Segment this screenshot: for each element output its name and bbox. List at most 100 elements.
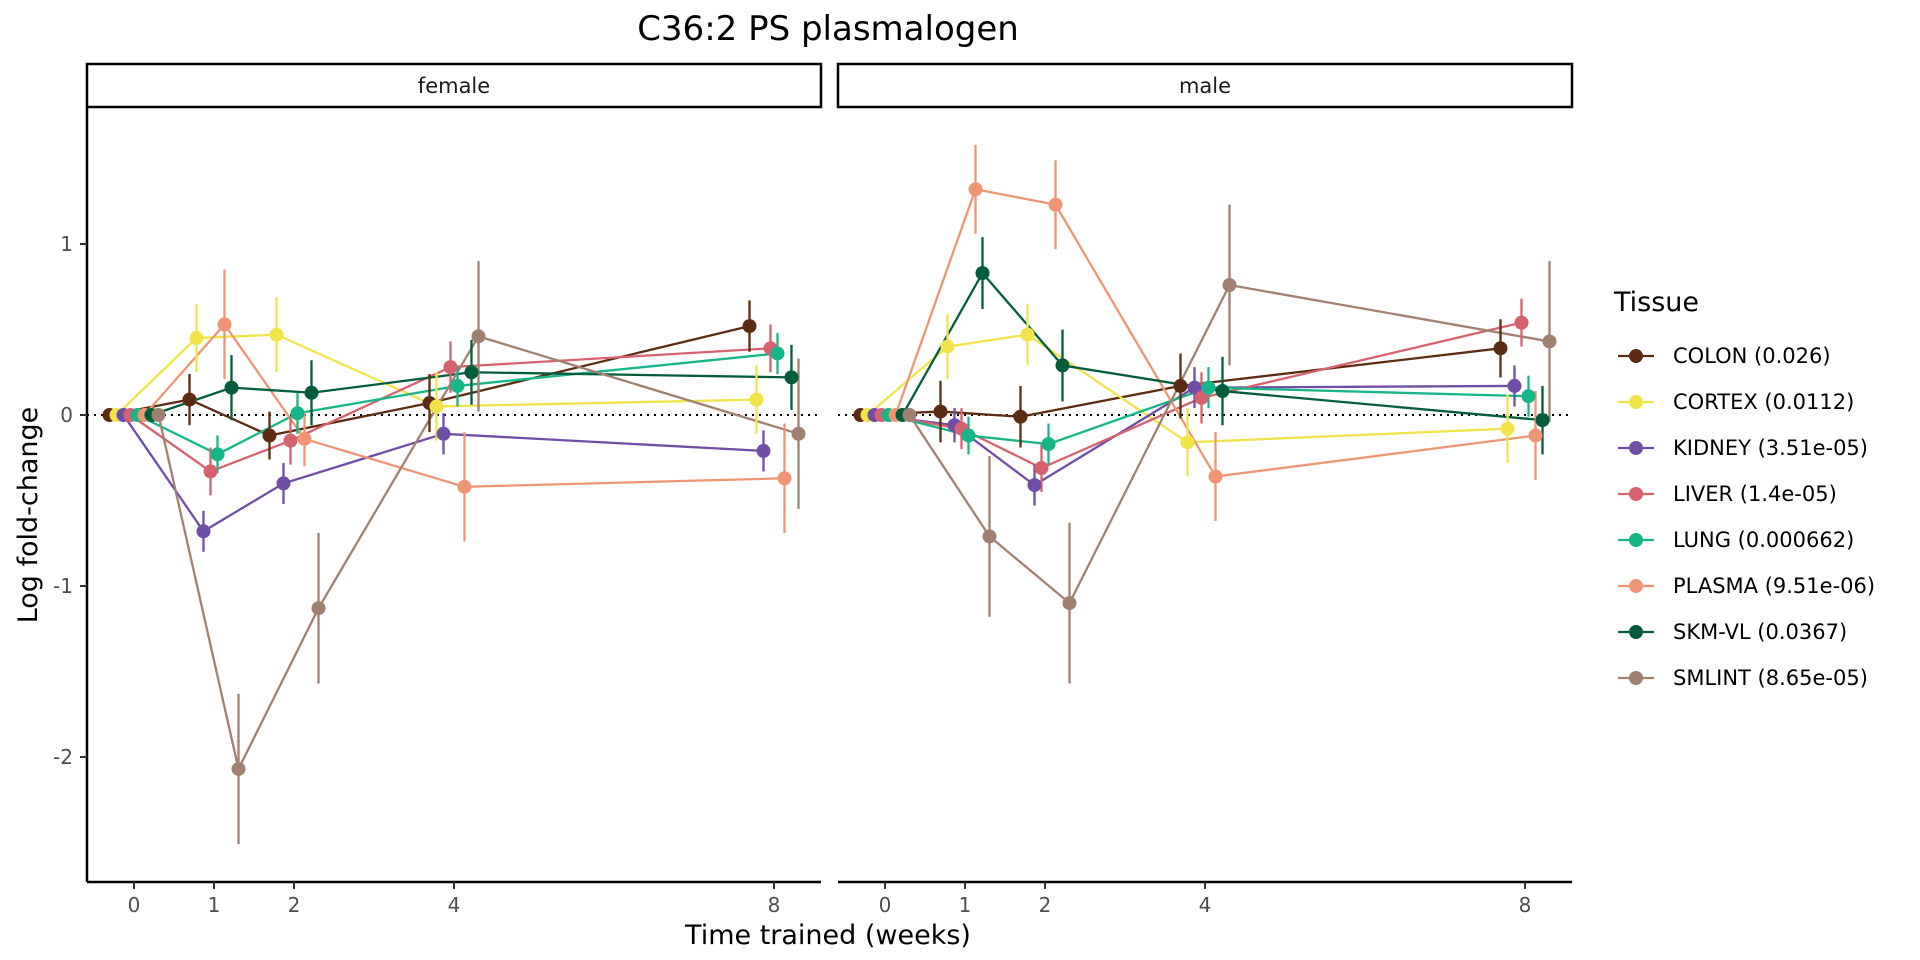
- data-point: [756, 443, 771, 458]
- x-tick-label: 8: [1519, 893, 1532, 917]
- data-point: [1500, 421, 1515, 436]
- legend-key-point: [1629, 441, 1643, 455]
- x-axis: 0 1 2 4 8 0 1 2 4 8: [87, 880, 1572, 917]
- legend: Tissue COLON (0.026) CORTEX (0.0112) KIDNE…: [1613, 287, 1875, 690]
- facet-male: male: [836, 62, 1574, 684]
- data-point: [1201, 380, 1216, 395]
- legend-key-point: [1629, 395, 1643, 409]
- data-point: [1208, 469, 1223, 484]
- legend-key-point: [1629, 487, 1643, 501]
- data-point: [1041, 437, 1056, 452]
- plot-panel-female: [87, 261, 821, 845]
- data-point: [1027, 478, 1042, 493]
- data-point: [1194, 390, 1209, 405]
- data-point: [1521, 389, 1536, 404]
- legend-item-label: COLON (0.026): [1673, 344, 1831, 368]
- data-point: [436, 426, 451, 441]
- data-point: [290, 406, 305, 421]
- strip-male: [836, 62, 1574, 109]
- data-point: [1187, 380, 1202, 395]
- chart-title: C36:2 PS plasmalogen: [637, 9, 1019, 49]
- y-tick-label: -1: [53, 574, 73, 598]
- data-point: [749, 392, 764, 407]
- data-point: [784, 370, 799, 385]
- x-tick-label: 1: [959, 893, 972, 917]
- x-tick-label: 2: [288, 893, 301, 917]
- legend-key-point: [1629, 579, 1643, 593]
- data-point: [742, 319, 757, 334]
- strip-female: [85, 62, 823, 109]
- facet-female: female: [85, 62, 823, 845]
- legend-item-label: SKM-VL (0.0367): [1673, 620, 1847, 644]
- data-point: [224, 380, 239, 395]
- data-point: [471, 329, 486, 344]
- data-point: [450, 378, 465, 393]
- data-point: [429, 399, 444, 414]
- x-tick-label: 1: [208, 893, 221, 917]
- data-point: [189, 331, 204, 346]
- data-point: [276, 476, 291, 491]
- data-point: [1062, 596, 1077, 611]
- legend-item-label: SMLINT (8.65e-05): [1673, 666, 1868, 690]
- legend-item-label: LIVER (1.4e-05): [1673, 482, 1837, 506]
- x-tick-label: 4: [448, 893, 461, 917]
- legend-key-point: [1629, 671, 1643, 685]
- x-tick-label: 8: [768, 893, 781, 917]
- data-point: [311, 601, 326, 616]
- data-point: [1013, 409, 1028, 424]
- y-axis-title: Log fold-change: [13, 407, 44, 624]
- x-tick-label: 4: [1199, 893, 1212, 917]
- strip-label-female: female: [418, 74, 490, 98]
- data-point: [203, 464, 218, 479]
- data-point: [262, 428, 277, 443]
- data-point: [933, 404, 948, 419]
- data-point: [1528, 428, 1543, 443]
- legend-item-label: PLASMA (9.51e-06): [1673, 574, 1875, 598]
- x-axis-title: Time trained (weeks): [684, 920, 971, 951]
- data-point: [1215, 384, 1230, 399]
- data-point: [269, 327, 284, 342]
- legend-key-point: [1629, 533, 1643, 547]
- data-point: [1535, 413, 1550, 428]
- data-point: [1020, 327, 1035, 342]
- x-tick-label: 0: [879, 893, 892, 917]
- data-point: [961, 428, 976, 443]
- legend-key-point: [1629, 625, 1643, 639]
- data-point: [1493, 341, 1508, 356]
- y-tick-label: 1: [60, 232, 73, 256]
- data-point: [1514, 315, 1529, 330]
- data-point: [210, 447, 225, 462]
- legend-item-label: CORTEX (0.0112): [1673, 390, 1854, 414]
- data-point: [182, 392, 197, 407]
- y-tick-label: 0: [60, 403, 73, 427]
- y-axis: 1 0 -1 -2: [53, 108, 89, 882]
- data-point: [196, 524, 211, 539]
- data-point: [1542, 334, 1557, 349]
- x-tick-label: 2: [1039, 893, 1052, 917]
- data-point: [968, 182, 983, 197]
- y-tick-label: -2: [53, 745, 73, 769]
- data-point: [297, 431, 312, 446]
- data-point: [982, 529, 997, 544]
- data-point: [777, 471, 792, 486]
- data-point: [1034, 461, 1049, 476]
- data-point: [770, 346, 785, 361]
- data-point: [1507, 378, 1522, 393]
- data-point: [1180, 435, 1195, 450]
- plot-panel-male: [838, 144, 1572, 684]
- data-point: [1222, 278, 1237, 293]
- legend-item-label: KIDNEY (3.51e-05): [1673, 436, 1868, 460]
- data-point: [975, 266, 990, 281]
- data-point: [231, 761, 246, 776]
- x-tick-label: 0: [128, 893, 141, 917]
- data-point: [464, 365, 479, 380]
- data-point: [151, 408, 166, 422]
- legend-title: Tissue: [1613, 287, 1699, 318]
- data-point: [1055, 358, 1070, 373]
- data-point: [1048, 197, 1063, 212]
- data-point: [791, 426, 806, 441]
- legend-key-point: [1629, 349, 1643, 363]
- data-point: [283, 433, 298, 448]
- data-point: [902, 408, 917, 422]
